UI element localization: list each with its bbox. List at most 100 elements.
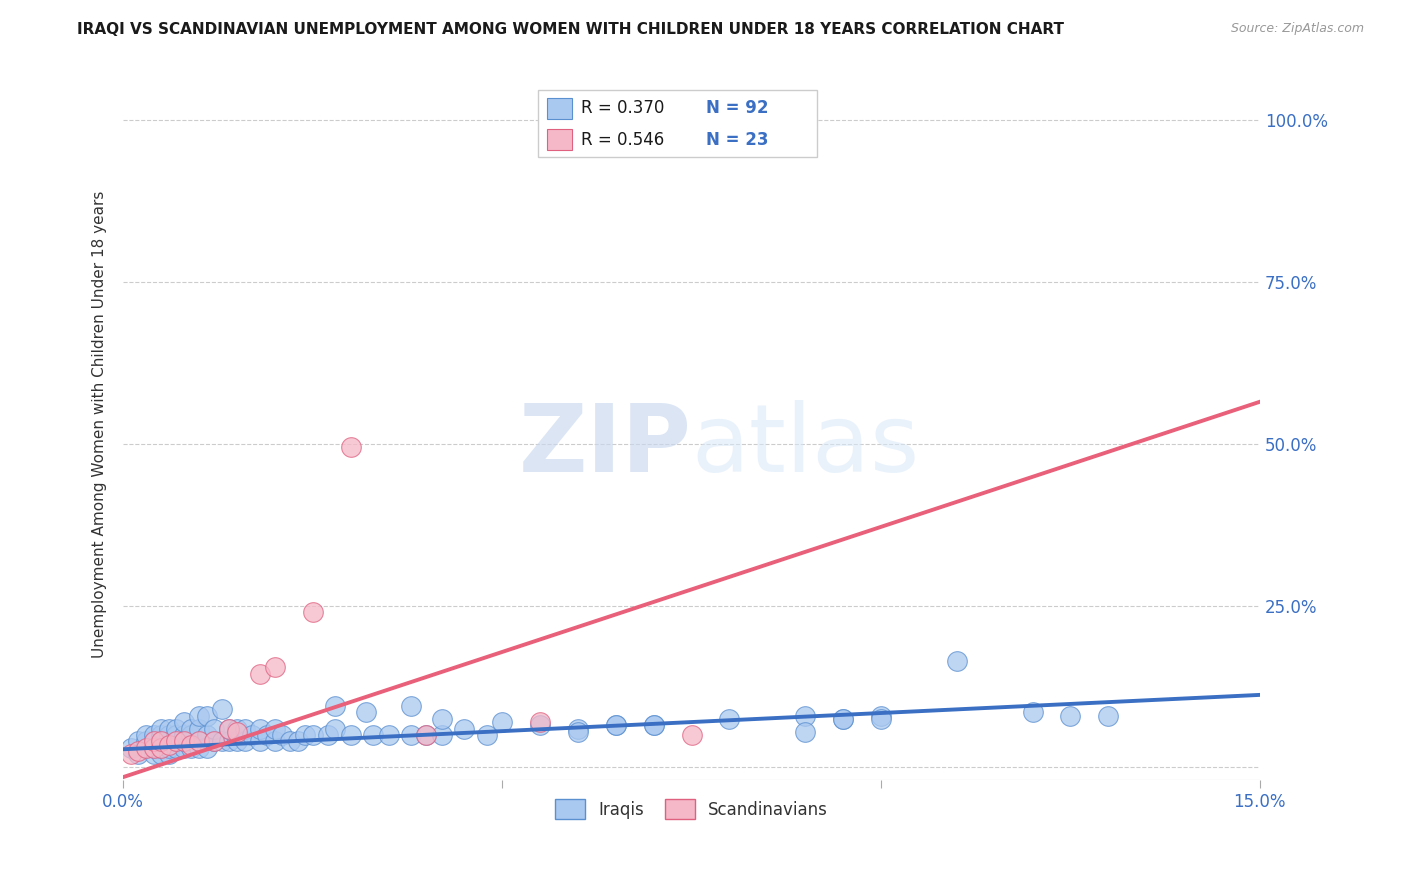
- Point: [325, 722, 347, 736]
- Point: [173, 741, 195, 756]
- Point: [870, 708, 893, 723]
- Point: [165, 734, 187, 748]
- Point: [180, 738, 202, 752]
- Point: [794, 708, 817, 723]
- Point: [263, 722, 285, 736]
- Point: [188, 722, 211, 736]
- Point: [135, 741, 157, 756]
- Point: [249, 734, 271, 748]
- Point: [377, 728, 399, 742]
- Point: [218, 722, 240, 736]
- Point: [135, 728, 157, 742]
- Point: [718, 712, 741, 726]
- Point: [188, 734, 211, 748]
- Point: [211, 734, 233, 748]
- Point: [120, 747, 142, 762]
- Point: [226, 722, 249, 736]
- Point: [165, 722, 187, 736]
- Point: [157, 728, 180, 742]
- Point: [157, 747, 180, 762]
- Point: [240, 728, 263, 742]
- Point: [195, 741, 218, 756]
- Point: [195, 708, 218, 723]
- Point: [202, 734, 225, 748]
- Point: [491, 714, 513, 729]
- Point: [173, 734, 195, 748]
- Point: [1059, 708, 1081, 723]
- Point: [142, 741, 165, 756]
- Point: [157, 738, 180, 752]
- Point: [605, 718, 627, 732]
- Point: [301, 728, 323, 742]
- Point: [363, 728, 385, 742]
- Point: [605, 718, 627, 732]
- Point: [263, 660, 285, 674]
- Point: [832, 712, 855, 726]
- Point: [278, 734, 301, 748]
- Text: N = 23: N = 23: [706, 131, 769, 149]
- Point: [142, 734, 165, 748]
- Point: [529, 718, 551, 732]
- Point: [1097, 708, 1119, 723]
- Point: [271, 728, 294, 742]
- Y-axis label: Unemployment Among Women with Children Under 18 years: Unemployment Among Women with Children U…: [93, 191, 107, 658]
- Point: [150, 734, 173, 748]
- Point: [287, 734, 309, 748]
- Point: [218, 734, 240, 748]
- Point: [202, 734, 225, 748]
- Point: [150, 728, 173, 742]
- Point: [325, 698, 347, 713]
- Point: [142, 728, 165, 742]
- Point: [150, 741, 173, 756]
- Point: [142, 741, 165, 756]
- Point: [173, 728, 195, 742]
- Point: [150, 741, 173, 756]
- Point: [233, 734, 256, 748]
- FancyBboxPatch shape: [538, 90, 817, 158]
- Point: [188, 708, 211, 723]
- Point: [180, 722, 202, 736]
- Point: [681, 728, 703, 742]
- Point: [226, 734, 249, 748]
- Point: [794, 724, 817, 739]
- Point: [127, 734, 149, 748]
- Point: [339, 728, 361, 742]
- Point: [529, 714, 551, 729]
- Point: [218, 722, 240, 736]
- Point: [475, 728, 498, 742]
- Point: [430, 712, 453, 726]
- Legend: Iraqis, Scandinavians: Iraqis, Scandinavians: [548, 793, 834, 825]
- Point: [415, 728, 437, 742]
- Point: [832, 712, 855, 726]
- Point: [256, 728, 278, 742]
- Point: [301, 605, 323, 619]
- Bar: [547, 129, 572, 151]
- Point: [211, 702, 233, 716]
- Point: [399, 698, 422, 713]
- Point: [150, 734, 173, 748]
- Point: [195, 728, 218, 742]
- Point: [188, 741, 211, 756]
- Point: [946, 654, 969, 668]
- Point: [135, 741, 157, 756]
- Text: Source: ZipAtlas.com: Source: ZipAtlas.com: [1230, 22, 1364, 36]
- Point: [249, 722, 271, 736]
- Point: [567, 724, 589, 739]
- Bar: [547, 98, 572, 119]
- Point: [135, 734, 157, 748]
- Point: [142, 734, 165, 748]
- Point: [294, 728, 316, 742]
- Text: IRAQI VS SCANDINAVIAN UNEMPLOYMENT AMONG WOMEN WITH CHILDREN UNDER 18 YEARS CORR: IRAQI VS SCANDINAVIAN UNEMPLOYMENT AMONG…: [77, 22, 1064, 37]
- Point: [180, 728, 202, 742]
- Point: [249, 666, 271, 681]
- Point: [120, 741, 142, 756]
- Text: ZIP: ZIP: [519, 400, 692, 491]
- Text: atlas: atlas: [692, 400, 920, 491]
- Point: [165, 741, 187, 756]
- Point: [643, 718, 665, 732]
- Point: [202, 722, 225, 736]
- Point: [173, 734, 195, 748]
- Point: [453, 722, 475, 736]
- Point: [567, 722, 589, 736]
- Point: [1021, 706, 1043, 720]
